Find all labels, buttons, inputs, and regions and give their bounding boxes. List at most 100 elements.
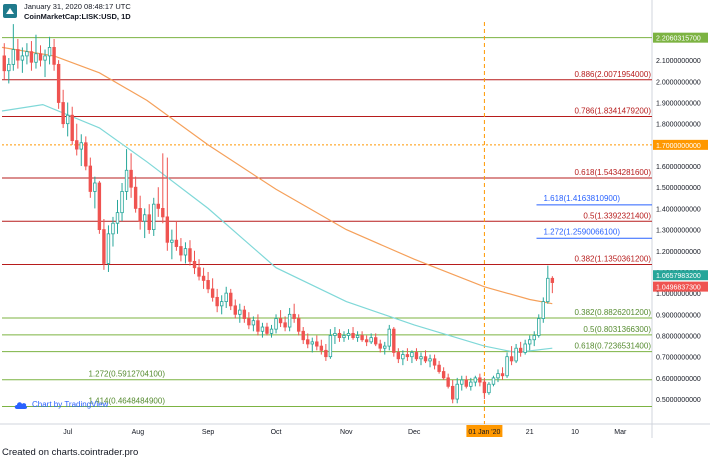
candle-body: [147, 214, 151, 230]
candle-body: [269, 328, 274, 334]
y-tick-label: 1.4000000000: [656, 206, 701, 213]
candle-body: [342, 335, 346, 339]
candle-body: [296, 318, 301, 332]
candle-body: [518, 347, 523, 353]
x-tick-label: Jul: [63, 429, 72, 436]
candle-body: [233, 305, 237, 315]
fib-extension-label: 1.272(1.2590066100): [543, 227, 620, 236]
candle-body: [333, 332, 337, 336]
y-tick-label: 1.9000000000: [656, 100, 701, 107]
candle-body: [328, 335, 333, 358]
candle-body: [224, 292, 228, 303]
x-tick-label: Oct: [271, 429, 282, 436]
fib-level-label: 0.5(1.3392321400): [583, 211, 651, 220]
candle-body: [437, 364, 441, 372]
candle-body: [7, 63, 11, 72]
candle-body: [414, 352, 419, 360]
candle-body: [70, 114, 74, 142]
candle-body: [319, 345, 324, 351]
candle-body: [84, 142, 88, 167]
candle-body: [392, 328, 396, 353]
x-tick-label: Dec: [408, 429, 421, 436]
candle-body: [133, 186, 138, 209]
candle-body: [455, 383, 459, 400]
candle-body: [120, 191, 124, 214]
candle-body: [528, 339, 532, 345]
candle-body: [188, 248, 192, 262]
y-tick-label: 1.0000000000: [656, 291, 701, 298]
y-tick-label: 2.0000000000: [656, 79, 701, 86]
fib-level-label: 0.5(0.8031366300): [583, 325, 651, 334]
watermark-text: Chart by TradingView: [32, 400, 109, 410]
candle-body: [369, 337, 373, 343]
candle-body: [20, 55, 25, 61]
candle-body: [292, 313, 296, 319]
candle-body: [405, 354, 410, 358]
candle-body: [79, 142, 83, 150]
y-tick-label: 2.1000000000: [656, 58, 701, 65]
candle-body: [301, 330, 305, 341]
candle-body: [378, 343, 382, 349]
x-tick-label: 21: [526, 429, 534, 436]
candle-body: [170, 239, 174, 243]
candle-body: [47, 47, 52, 57]
fib-level-label: 1.272(0.5912704100): [88, 370, 165, 379]
candle-body: [88, 165, 93, 192]
y-tick-label: 0.6000000000: [656, 376, 701, 383]
candle-body: [65, 114, 70, 125]
candle-body: [61, 102, 65, 125]
fib-level-label: 0.382(1.1350361200): [574, 255, 651, 264]
candle-body: [306, 339, 310, 345]
chart-credit: Created on charts.cointrader.pro: [2, 447, 139, 458]
candle-body: [174, 239, 179, 247]
x-tick-label: Aug: [132, 429, 145, 436]
candle-body: [206, 280, 210, 290]
candle-body: [419, 356, 423, 360]
candle-body: [129, 169, 133, 188]
price-label-box: [653, 270, 708, 281]
candle-body: [446, 377, 450, 387]
candle-body: [152, 203, 156, 230]
candle-body: [142, 214, 147, 222]
candle-body: [432, 358, 437, 366]
candle-body: [229, 292, 233, 307]
fib-extension-label: 1.618(1.4163810900): [543, 194, 620, 203]
candle-body: [324, 349, 328, 358]
ma-orange-line: [1, 46, 553, 305]
candle-body: [537, 318, 541, 336]
candle-body: [138, 208, 142, 222]
tradingview-watermark[interactable]: Chart by TradingView: [14, 400, 108, 410]
candle-body: [283, 322, 287, 328]
candle-body: [351, 332, 355, 339]
x-tick-label: 10: [571, 429, 579, 436]
fib-level-label: 0.382(0.8826201200): [574, 308, 651, 317]
chart-timestamp: January 31, 2020 08:48:17 UTC: [24, 2, 131, 11]
candle-body: [337, 332, 342, 339]
y-tick-label: 1.8000000000: [656, 122, 701, 129]
price-label-text: 1.0657983200: [656, 273, 701, 280]
candle-body: [34, 53, 38, 63]
candle-body: [532, 335, 536, 341]
candle-body: [124, 169, 129, 192]
fib-level-label: 0.618(1.5434281600): [574, 168, 651, 177]
candle-body: [360, 335, 364, 341]
price-label-box: [653, 281, 708, 292]
candle-body: [197, 267, 201, 277]
candle-body: [156, 203, 160, 209]
candle-body: [97, 182, 102, 230]
candle-body: [38, 53, 43, 61]
candle-body: [500, 373, 505, 377]
candle-body: [247, 318, 251, 326]
candle-body: [523, 343, 527, 353]
fib-level-label: 0.786(1.8341479200): [574, 106, 651, 115]
candle-body: [460, 379, 464, 385]
price-label-box: [653, 139, 708, 150]
x-tick-label: Sep: [202, 429, 215, 436]
candle-body: [242, 309, 247, 319]
candle-body: [93, 182, 97, 192]
y-tick-label: 0.9000000000: [656, 312, 701, 319]
y-tick-label: 0.5000000000: [656, 397, 701, 404]
candle-body: [274, 318, 278, 330]
